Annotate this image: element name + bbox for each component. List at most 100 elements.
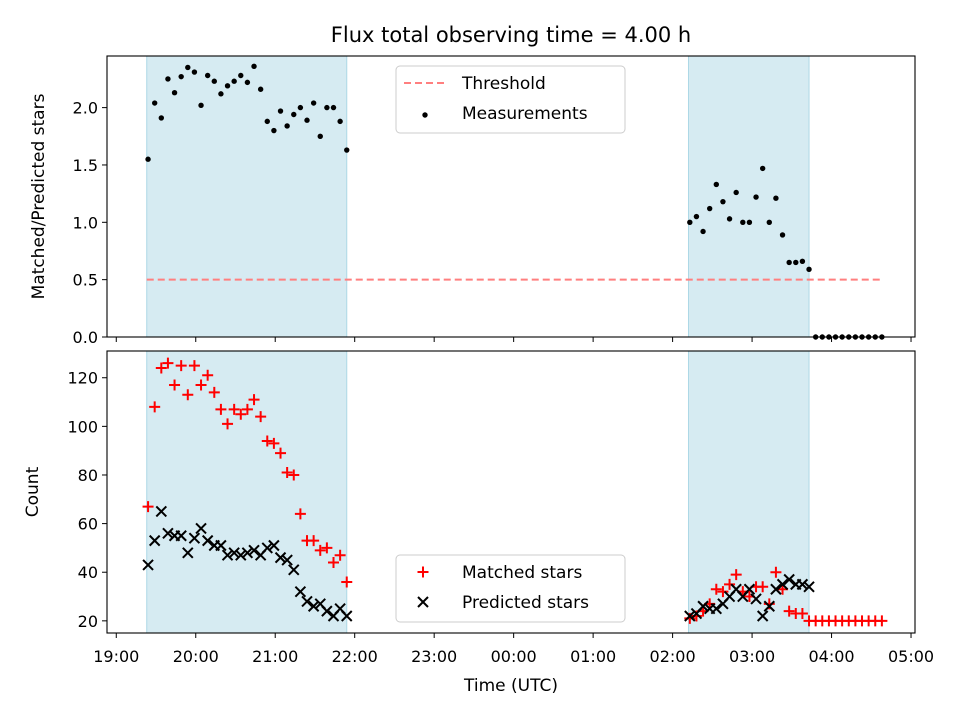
matched-star-point xyxy=(182,389,194,401)
measurement-point xyxy=(304,117,310,123)
legend-label: Matched stars xyxy=(462,563,582,583)
measurement-point xyxy=(231,78,237,84)
measurement-point xyxy=(773,195,779,201)
y-tick-label: 1.5 xyxy=(73,156,98,175)
predicted-star-point xyxy=(301,595,313,608)
measurement-point xyxy=(687,219,693,226)
matched-star-point xyxy=(268,437,280,449)
measurement-point xyxy=(713,181,720,188)
count-panel: 20 40 60 80 100 120 Count Matched stars Predic… xyxy=(23,350,916,638)
matched-star-point xyxy=(241,403,253,415)
predicted-star-point xyxy=(750,593,762,605)
predicted-star-point xyxy=(248,544,260,557)
predicted-star-point xyxy=(182,547,194,559)
legend-label: Measurements xyxy=(462,104,588,124)
ratio-axis-ticks: 0.0 0.5 1.0 1.5 2.0 xyxy=(73,99,912,347)
x-tick-label: 01:00 xyxy=(570,647,616,666)
x-tick-label: 20:00 xyxy=(173,647,219,666)
matched-star-point xyxy=(255,411,267,423)
predicted-star-point xyxy=(307,600,320,612)
matched-star-point xyxy=(724,578,736,590)
observing-window-1 xyxy=(146,55,348,338)
predicted-star-point xyxy=(201,534,214,547)
measurement-point xyxy=(218,91,224,97)
predicted-star-point xyxy=(188,532,201,544)
measurement-point xyxy=(297,104,304,111)
predicted-star-point xyxy=(274,551,287,564)
predicted-star-point xyxy=(288,564,300,576)
count-axes-frame xyxy=(106,350,916,634)
matched-star-point xyxy=(175,360,187,372)
measurement-point xyxy=(145,156,151,162)
ratio-axes-frame xyxy=(106,55,916,338)
matched-star-point xyxy=(169,379,181,391)
measurement-point xyxy=(310,100,317,106)
measurement-point xyxy=(806,266,812,273)
predicted-star-point xyxy=(776,578,789,591)
observing-window-2 xyxy=(687,55,810,338)
measurement-point xyxy=(799,258,806,265)
measurement-point xyxy=(779,232,786,238)
legend-box xyxy=(395,65,626,134)
matched-star-point xyxy=(796,608,808,620)
measurement-point xyxy=(726,216,733,222)
matched-star-point xyxy=(188,360,200,372)
measurement-point xyxy=(198,102,204,109)
predicted-star-point xyxy=(697,600,709,612)
predicted-star-point xyxy=(142,559,154,571)
predicted-star-point xyxy=(241,547,254,559)
measurement-point xyxy=(185,64,191,71)
matched-star-point xyxy=(162,357,174,369)
measurement-point xyxy=(317,133,323,139)
matched-star-point xyxy=(248,394,260,406)
measurement-point xyxy=(151,100,158,106)
measurement-point xyxy=(165,76,171,82)
measurement-point xyxy=(344,147,350,153)
x-tick-label: 22:00 xyxy=(332,647,378,666)
ratio-legend: Threshold Measurements xyxy=(395,65,626,134)
x-tick-label: 23:00 xyxy=(411,647,457,666)
x-tick-label: 03:00 xyxy=(729,647,775,666)
predicted-star-point xyxy=(195,522,207,535)
matched-star-point xyxy=(710,583,722,595)
matched-star-point xyxy=(142,501,154,513)
x-tick-label: 05:00 xyxy=(888,647,934,666)
measurement-point xyxy=(211,78,217,84)
measurement-point xyxy=(271,127,277,134)
measurement-point xyxy=(324,104,330,111)
predicted-star-point xyxy=(796,578,809,591)
matched-star-point xyxy=(202,369,214,381)
predicted-star-point xyxy=(215,539,227,552)
x-tick-label: 19:00 xyxy=(93,647,139,666)
predicted-star-point xyxy=(763,600,776,612)
measurement-point xyxy=(337,118,343,125)
legend-predicted-swatch xyxy=(417,596,429,608)
matched-star-point xyxy=(195,379,207,391)
x-tick-label: 02:00 xyxy=(650,647,696,666)
matched-star-point xyxy=(222,418,234,430)
legend-measurement-swatch xyxy=(422,112,428,118)
measurement-point xyxy=(706,205,713,212)
matched-star-point xyxy=(328,557,340,568)
y-tick-label: 40 xyxy=(78,563,98,582)
measurement-point xyxy=(740,219,746,226)
measurement-point xyxy=(291,111,297,118)
matched-star-point xyxy=(757,581,769,593)
x-tick-labels: 19:00 20:00 21:00 22:00 23:00 00:00 01:00 02:00… xyxy=(93,647,934,666)
y-tick-label: 1.0 xyxy=(73,213,98,232)
matched-star-point xyxy=(334,549,346,561)
predicted-star-point xyxy=(756,610,769,622)
measurement-point xyxy=(693,213,700,220)
measurement-point xyxy=(330,104,337,111)
matched-star-point xyxy=(314,544,326,556)
measurement-point xyxy=(766,219,772,226)
predicted-star-point xyxy=(341,610,353,622)
measurement-point xyxy=(191,69,198,75)
measurement-point xyxy=(178,73,184,80)
measurement-point xyxy=(238,72,244,79)
y-tick-label: 60 xyxy=(78,515,98,534)
predicted-star-point xyxy=(175,530,187,542)
count-y-axis-label: Count xyxy=(23,466,43,517)
measurement-point xyxy=(264,118,270,125)
